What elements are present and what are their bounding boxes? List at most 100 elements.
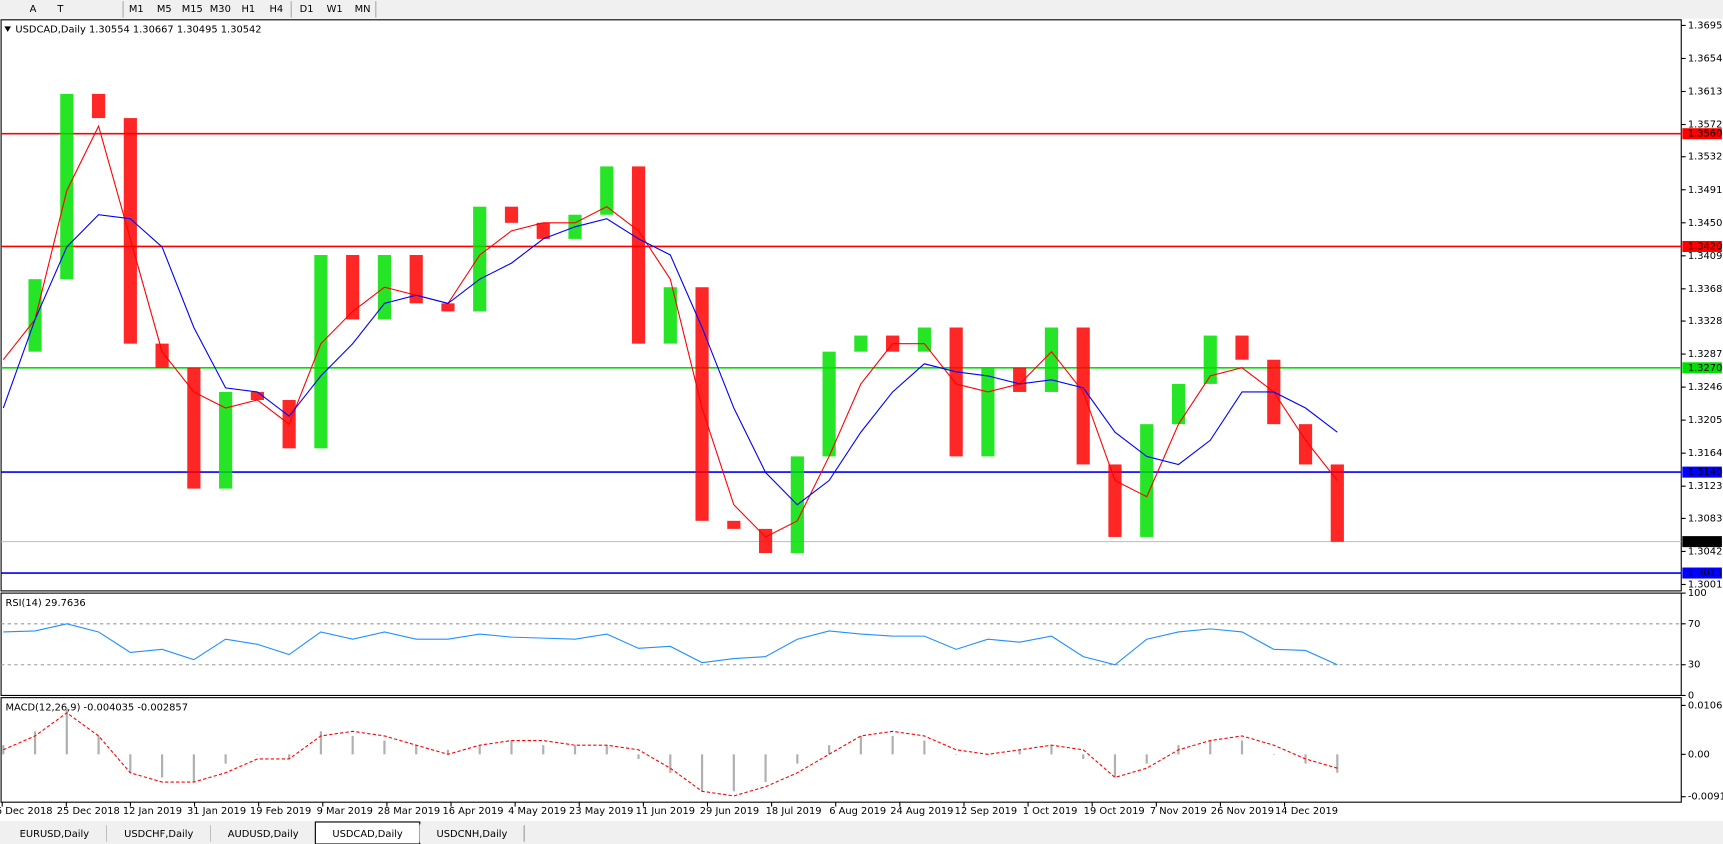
price-body (1235, 335, 1249, 360)
tab[interactable] (419, 824, 525, 843)
x-tick-label: 6 Aug 2019 (829, 806, 886, 817)
x-tick-label: 24 Aug 2019 (890, 806, 953, 817)
macd-bar (732, 754, 735, 792)
level-label-bg (1682, 466, 1722, 478)
price-body (1108, 464, 1122, 537)
y-tick-label: 1.30830 (1688, 513, 1723, 524)
y-tick-label: 1.30010 (1688, 579, 1723, 590)
panel-title: RSI(14) 29.7636 (5, 598, 85, 609)
timeframe-button[interactable]: M30 (210, 4, 231, 15)
level-label: 1.30152 (1688, 568, 1723, 579)
price-body (187, 367, 201, 489)
level-label: 1.34206 (1688, 241, 1723, 252)
price-body (473, 206, 487, 312)
price-body (155, 343, 169, 368)
timeframe-button[interactable]: M15 (182, 4, 203, 15)
price-body (727, 520, 741, 529)
macd-bar (1145, 754, 1148, 764)
tab-label[interactable]: USDCHF,Daily (124, 829, 193, 840)
macd-bar (828, 745, 831, 755)
price-body (695, 287, 709, 521)
price-body (917, 327, 931, 352)
tab-label[interactable]: EURUSD,Daily (20, 829, 90, 840)
y-tick-label: 1.34910 (1688, 185, 1723, 196)
y-tick-label: 1.31230 (1688, 481, 1723, 492)
timeframe-button[interactable]: M1 (129, 4, 144, 15)
price-panel (0, 19, 1682, 592)
macd-bar (1336, 754, 1339, 773)
timeframe-button[interactable]: MN (355, 4, 371, 15)
macd-bar (256, 754, 259, 755)
tool-button[interactable]: A (30, 4, 37, 15)
macd-bar (605, 745, 608, 755)
macd-bar (542, 745, 545, 755)
macd-bar (1240, 740, 1244, 755)
timeframe-button[interactable]: W1 (327, 4, 343, 15)
tab-label[interactable]: USDCAD,Daily (332, 829, 403, 840)
current-price-label: 1.30542 (1688, 537, 1723, 548)
price-body (822, 351, 836, 457)
y-tick-label: 0 (1688, 690, 1694, 701)
macd-bar (415, 745, 418, 755)
y-tick-label: 1.32460 (1688, 382, 1723, 393)
tab[interactable] (210, 824, 316, 843)
y-tick-label: 1.33680 (1688, 284, 1723, 295)
x-tick-label: 14 Dec 2019 (1275, 806, 1338, 817)
x-tick-label: 4 May 2019 (508, 806, 566, 817)
tab[interactable] (2, 824, 107, 843)
y-tick-label: 0.010615 (1688, 700, 1723, 711)
timeframe-button[interactable]: D1 (300, 4, 314, 15)
level-label-bg (1682, 128, 1722, 140)
y-tick-label: 1.35320 (1688, 152, 1723, 163)
macd-bar (351, 735, 354, 755)
timeframe-button[interactable]: H1 (241, 4, 255, 15)
macd-bar (319, 731, 323, 755)
y-tick-label: 1.34500 (1688, 218, 1723, 229)
x-tick-label: 6 Dec 2018 (0, 806, 53, 817)
y-tick-label: 0.00 (1688, 749, 1710, 760)
x-tick-label: 12 Sep 2019 (955, 806, 1018, 817)
x-tick-label: 12 Jan 2019 (123, 806, 182, 817)
macd-bar (923, 740, 926, 755)
tab-label[interactable]: AUDUSD,Daily (228, 829, 299, 840)
timeframe-button[interactable]: M5 (157, 4, 172, 15)
price-body (536, 222, 550, 239)
toolbar (0, 0, 1723, 19)
y-tick-label: 1.33280 (1688, 316, 1723, 327)
x-tick-label: 29 Jun 2019 (700, 806, 759, 817)
y-tick-label: 1.31640 (1688, 448, 1723, 459)
price-body (981, 367, 995, 457)
macd-bar (192, 754, 195, 783)
y-tick-label: 1.36950 (1688, 20, 1723, 31)
tool-button[interactable]: T (56, 4, 64, 15)
y-tick-label: 1.36540 (1688, 53, 1723, 64)
collapse-icon (4, 26, 11, 32)
timeframe-button[interactable]: H4 (270, 4, 284, 15)
x-tick-label: 19 Feb 2019 (250, 806, 311, 817)
macd-bar (224, 754, 227, 764)
y-tick-label: -0.00918 (1688, 792, 1723, 803)
tab[interactable] (106, 824, 211, 843)
panel-title: USDCAD,Daily 1.30554 1.30667 1.30495 1.3… (15, 25, 261, 36)
level-label-bg (1682, 567, 1722, 579)
rsi-panel (0, 592, 1682, 696)
price-body (504, 206, 519, 223)
price-body (314, 255, 328, 449)
y-tick-label: 1.30420 (1688, 546, 1723, 557)
tab-label[interactable]: USDCNH,Daily (437, 829, 508, 840)
level-label-bg (1682, 362, 1722, 374)
price-body (1203, 335, 1217, 384)
y-tick-label: 1.32870 (1688, 349, 1723, 360)
macd-bar (33, 731, 37, 755)
macd-bar (796, 754, 799, 764)
level-label: 1.32700 (1688, 363, 1723, 374)
panel-title: MACD(12,26,9) -0.004035 -0.002857 (5, 703, 188, 714)
macd-bar (65, 708, 68, 755)
x-tick-label: 19 Oct 2019 (1084, 806, 1145, 817)
x-tick-label: 25 Dec 2018 (57, 806, 120, 817)
macd-bar (859, 735, 862, 755)
macd-bar (1209, 740, 1212, 755)
macd-bar (955, 754, 958, 755)
